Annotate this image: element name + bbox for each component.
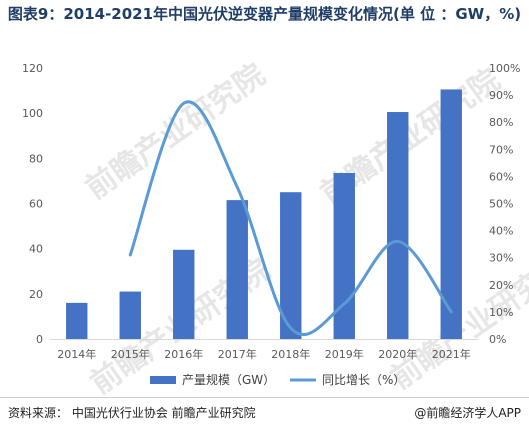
bar xyxy=(333,173,355,339)
growth-line-layer xyxy=(128,100,453,336)
brand-credit: @前瞻经济学人APP xyxy=(414,406,521,420)
y-right-tick-label: 80% xyxy=(489,116,513,129)
y-right-tick-label: 70% xyxy=(489,143,513,156)
y-right-tick-label: 10% xyxy=(489,306,513,319)
bars-layer xyxy=(66,89,462,340)
y-left-tick-label: 100 xyxy=(22,107,43,120)
x-tick-label: 2020年 xyxy=(378,347,417,361)
bar xyxy=(66,302,88,339)
source-note: 资料来源： 中国光伏行业协会 前瞻产业研究院 xyxy=(8,406,256,420)
y-left-tick-label: 20 xyxy=(29,288,43,301)
x-tick-label: 2014年 xyxy=(57,347,96,361)
bar xyxy=(226,200,248,339)
watermark-text: 前瞻产业研究院 xyxy=(80,57,272,206)
y-right-tick-label: 40% xyxy=(489,225,513,238)
legend: 产量规模（GW） 同比增长（%） xyxy=(150,372,405,387)
y-right-tick-label: 30% xyxy=(489,252,513,265)
y-right-tick-label: 50% xyxy=(489,198,513,211)
footer-divider xyxy=(0,397,529,398)
bar xyxy=(280,192,302,339)
y-left-tick-label: 120 xyxy=(22,62,43,75)
y-left-tick-label: 0 xyxy=(36,333,43,346)
y-right-tick-label: 100% xyxy=(489,62,520,75)
chart-title: 图表9：2014-2021年中国光伏逆变器产量规模变化情况(单 位 ：GW，%) xyxy=(7,5,522,23)
x-tick-label: 2021年 xyxy=(432,347,471,361)
bar xyxy=(387,112,409,339)
y-left-tick-label: 40 xyxy=(29,243,43,256)
x-tick-label: 2015年 xyxy=(111,347,150,361)
x-tick-label: 2017年 xyxy=(218,347,257,361)
y-left-tick-label: 60 xyxy=(29,198,43,211)
y-right-tick-label: 20% xyxy=(489,279,513,292)
growth-line xyxy=(128,100,453,336)
legend-line-label: 同比增长（%） xyxy=(322,373,405,387)
y-left-tick-label: 80 xyxy=(29,152,43,165)
x-tick-label: 2018年 xyxy=(271,347,310,361)
y-right-tick-label: 90% xyxy=(489,89,513,102)
y-right-tick-label: 60% xyxy=(489,170,513,183)
x-tick-label: 2016年 xyxy=(164,347,203,361)
legend-bar-swatch xyxy=(150,376,176,384)
y-right-tick-label: 0% xyxy=(489,333,506,346)
x-tick-label: 2019年 xyxy=(325,347,364,361)
bar xyxy=(119,291,141,339)
bar xyxy=(173,249,195,339)
bar xyxy=(440,89,462,340)
legend-bar-label: 产量规模（GW） xyxy=(182,372,275,387)
axes-layer: 0 20 40 60 80 100 120 0% 10% 20% 30% 40% 50% 60% 70% 80… xyxy=(22,62,520,361)
